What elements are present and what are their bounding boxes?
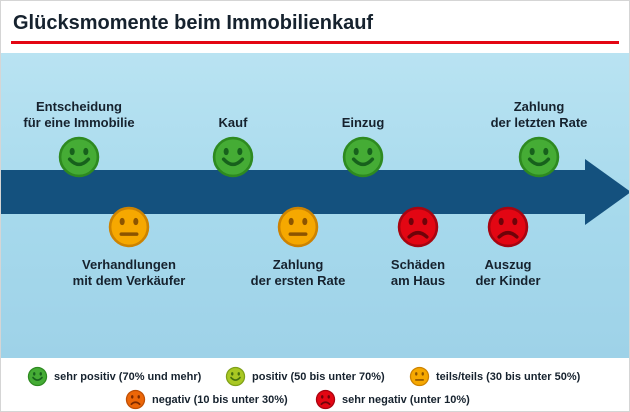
legend-item: positiv (50 bis unter 70%) [225, 366, 385, 387]
happy-face-icon [517, 135, 561, 179]
event-label: Verhandlungen mit dem Verkäufer [39, 257, 219, 289]
event-label-line: Zahlung [272, 257, 324, 272]
event-label: Zahlung der ersten Rate [208, 257, 388, 289]
event-label: Schäden am Haus [328, 257, 508, 289]
legend: sehr positiv (70% und mehr) positiv (50 … [1, 358, 629, 411]
event-label-line: Einzug [341, 115, 385, 130]
event-label-line: für eine Immobilie [23, 115, 135, 130]
legend-label: teils/teils (30 bis unter 50%) [436, 370, 581, 383]
event-label: Auszug der Kinder [418, 257, 598, 289]
neutral-face-icon [409, 366, 430, 387]
event-label-line: der Kinder [475, 273, 541, 288]
legend-label: sehr positiv (70% und mehr) [54, 370, 202, 383]
sad-face-icon [396, 205, 440, 249]
header: Glücksmomente beim Immobilienkauf [1, 1, 629, 53]
sad-face-icon [315, 389, 336, 410]
event-label-line: Entscheidung [36, 99, 122, 114]
event-label-line: am Haus [390, 273, 446, 288]
happy-face-icon [57, 135, 101, 179]
happy-face-icon [211, 135, 255, 179]
timeline-arrow-head-icon [585, 159, 629, 225]
timeline-arrow [1, 170, 585, 214]
page-title: Glücksmomente beim Immobilienkauf [13, 12, 374, 34]
event-label: Entscheidung für eine Immobilie [1, 99, 169, 131]
happy-face-icon [225, 366, 246, 387]
sad-face-icon [486, 205, 530, 249]
event-label: Kauf [143, 115, 323, 131]
neutral-face-icon [107, 205, 151, 249]
legend-item: sehr positiv (70% und mehr) [27, 366, 201, 387]
legend-item: teils/teils (30 bis unter 50%) [409, 366, 580, 387]
timeline-canvas: Entscheidung für eine Immobilie Kauf Ein… [1, 53, 629, 358]
legend-label: sehr negativ (unter 10%) [342, 393, 470, 406]
happy-face-icon [27, 366, 48, 387]
event-label-line: der letzten Rate [490, 115, 588, 130]
legend-item: sehr negativ (unter 10%) [315, 389, 470, 410]
legend-item: negativ (10 bis unter 30%) [125, 389, 288, 410]
event-label-line: Kauf [218, 115, 248, 130]
legend-label: negativ (10 bis unter 30%) [152, 393, 288, 406]
event-label-line: Zahlung [513, 99, 565, 114]
event-label-line: mit dem Verkäufer [72, 273, 186, 288]
event-label-line: der ersten Rate [250, 273, 346, 288]
happy-face-icon [341, 135, 385, 179]
red-divider [11, 41, 619, 44]
event-label-line: Auszug [484, 257, 532, 272]
neutral-face-icon [276, 205, 320, 249]
legend-label: positiv (50 bis unter 70%) [252, 370, 385, 383]
event-label: Zahlung der letzten Rate [449, 99, 629, 131]
event-label-line: Verhandlungen [82, 257, 176, 272]
sad-face-icon [125, 389, 146, 410]
event-label: Einzug [273, 115, 453, 131]
event-label-line: Schäden [390, 257, 446, 272]
